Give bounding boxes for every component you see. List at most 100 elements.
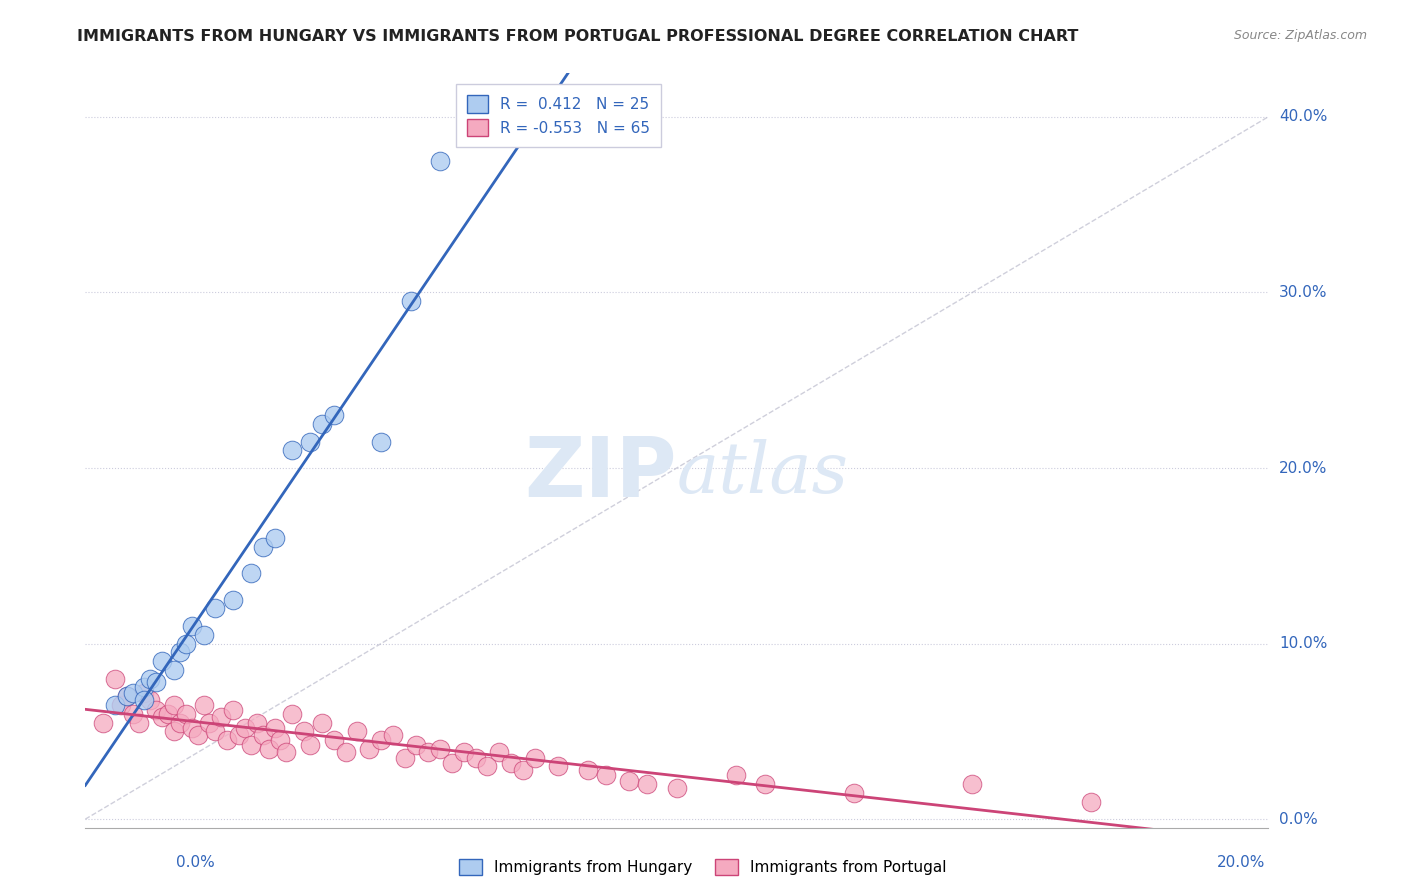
Point: [754, 777, 776, 791]
Point: [157, 706, 180, 721]
Point: [263, 721, 285, 735]
Point: [163, 724, 186, 739]
Point: [222, 592, 245, 607]
Point: [115, 690, 138, 704]
Point: [222, 703, 245, 717]
Point: [429, 153, 451, 168]
Point: [636, 777, 658, 791]
Text: 30.0%: 30.0%: [1279, 285, 1327, 300]
Point: [121, 706, 143, 721]
Point: [134, 692, 156, 706]
Point: [292, 724, 315, 739]
Point: [488, 746, 510, 760]
Point: [174, 706, 197, 721]
Point: [547, 759, 569, 773]
Point: [193, 628, 215, 642]
Point: [512, 763, 534, 777]
Point: [91, 715, 114, 730]
Point: [228, 728, 250, 742]
Point: [281, 706, 304, 721]
Point: [145, 675, 167, 690]
Point: [163, 698, 186, 712]
Point: [299, 434, 322, 449]
Point: [359, 742, 381, 756]
Point: [501, 756, 523, 770]
Point: [174, 637, 197, 651]
Point: [619, 773, 641, 788]
Point: [464, 750, 486, 764]
Point: [263, 531, 285, 545]
Point: [370, 434, 392, 449]
Legend: R =  0.412   N = 25, R = -0.553   N = 65: R = 0.412 N = 25, R = -0.553 N = 65: [456, 85, 661, 147]
Point: [134, 681, 156, 695]
Point: [453, 746, 475, 760]
Text: 0.0%: 0.0%: [176, 855, 215, 870]
Point: [724, 768, 747, 782]
Point: [523, 750, 546, 764]
Point: [139, 692, 162, 706]
Point: [198, 715, 221, 730]
Point: [269, 733, 291, 747]
Point: [150, 654, 173, 668]
Point: [110, 698, 132, 712]
Point: [962, 777, 984, 791]
Point: [381, 728, 404, 742]
Point: [145, 703, 167, 717]
Point: [322, 409, 344, 423]
Point: [169, 645, 191, 659]
Point: [150, 710, 173, 724]
Point: [276, 746, 298, 760]
Text: Source: ZipAtlas.com: Source: ZipAtlas.com: [1233, 29, 1367, 42]
Point: [104, 698, 127, 712]
Point: [252, 540, 274, 554]
Point: [169, 715, 191, 730]
Point: [595, 768, 617, 782]
Point: [204, 724, 226, 739]
Point: [246, 715, 269, 730]
Text: ZIP: ZIP: [524, 433, 676, 514]
Point: [399, 294, 422, 309]
Point: [233, 721, 256, 735]
Point: [418, 746, 440, 760]
Point: [257, 742, 280, 756]
Text: atlas: atlas: [676, 439, 849, 508]
Point: [180, 619, 202, 633]
Point: [576, 763, 599, 777]
Point: [394, 750, 416, 764]
Point: [204, 601, 226, 615]
Text: 40.0%: 40.0%: [1279, 110, 1327, 124]
Point: [217, 733, 239, 747]
Point: [322, 733, 344, 747]
Point: [335, 746, 357, 760]
Point: [187, 728, 209, 742]
Point: [121, 686, 143, 700]
Point: [180, 721, 202, 735]
Point: [299, 739, 322, 753]
Text: IMMIGRANTS FROM HUNGARY VS IMMIGRANTS FROM PORTUGAL PROFESSIONAL DEGREE CORRELAT: IMMIGRANTS FROM HUNGARY VS IMMIGRANTS FR…: [77, 29, 1078, 44]
Point: [842, 786, 865, 800]
Point: [440, 756, 463, 770]
Point: [239, 739, 262, 753]
Point: [193, 698, 215, 712]
Point: [104, 672, 127, 686]
Point: [311, 417, 333, 431]
Point: [252, 728, 274, 742]
Point: [477, 759, 499, 773]
Point: [665, 780, 688, 795]
Point: [128, 715, 150, 730]
Point: [370, 733, 392, 747]
Text: 20.0%: 20.0%: [1279, 460, 1327, 475]
Point: [239, 566, 262, 581]
Point: [429, 742, 451, 756]
Point: [346, 724, 368, 739]
Point: [134, 686, 156, 700]
Text: 10.0%: 10.0%: [1279, 636, 1327, 651]
Text: 0.0%: 0.0%: [1279, 812, 1317, 827]
Point: [1080, 795, 1102, 809]
Point: [209, 710, 232, 724]
Point: [139, 672, 162, 686]
Point: [115, 690, 138, 704]
Point: [405, 739, 427, 753]
Legend: Immigrants from Hungary, Immigrants from Portugal: Immigrants from Hungary, Immigrants from…: [451, 851, 955, 882]
Point: [311, 715, 333, 730]
